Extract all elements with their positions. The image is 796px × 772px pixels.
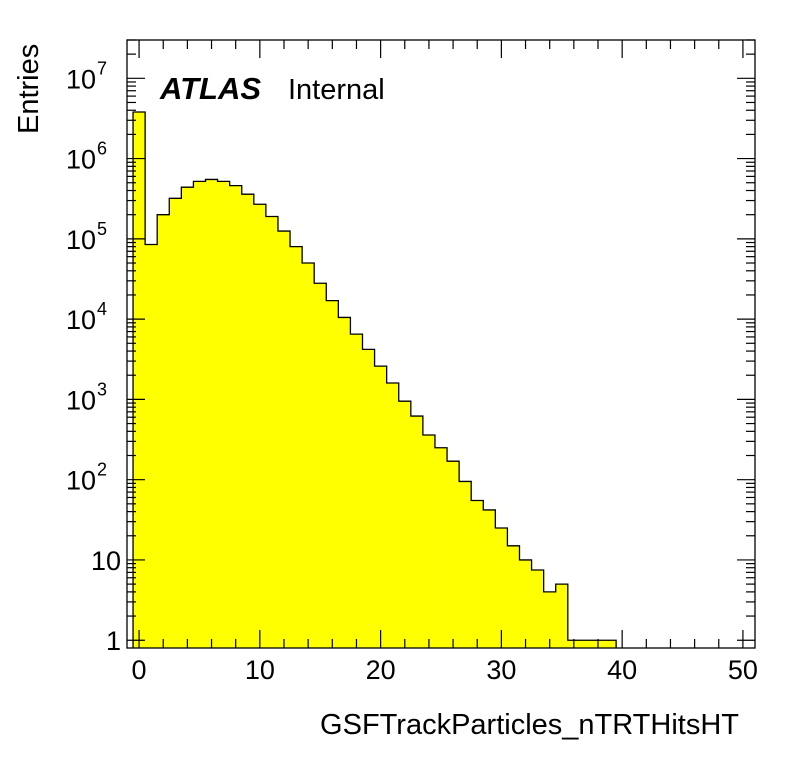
- histogram-bars: [133, 112, 617, 649]
- y-axis-ticks: [127, 39, 755, 641]
- histogram-bar: [265, 216, 279, 648]
- histogram-bar: [302, 263, 315, 648]
- histogram-bar: [386, 383, 400, 648]
- histogram-bar: [471, 500, 484, 648]
- histogram-bar: [495, 528, 508, 648]
- y-tick-label: 10: [66, 145, 96, 175]
- histogram-bar: [398, 401, 412, 648]
- histogram-bar: [193, 181, 206, 648]
- y-tick-label-exponent: 2: [97, 460, 107, 480]
- histogram-bar: [579, 640, 593, 648]
- histogram-bar: [362, 349, 375, 648]
- histogram-bar: [157, 214, 170, 648]
- histogram-bar: [229, 185, 243, 648]
- y-tick-label: 10: [66, 305, 96, 335]
- histogram-bar: [447, 461, 460, 648]
- histogram-bar: [290, 246, 303, 648]
- x-axis-ticks: [138, 40, 744, 648]
- histogram-bar: [133, 112, 146, 648]
- histogram-bar: [531, 569, 545, 648]
- x-tick-label: 0: [132, 655, 147, 685]
- internal-label: Internal: [288, 74, 385, 106]
- histogram-bar: [277, 231, 291, 648]
- histogram-bar: [410, 416, 424, 648]
- histogram-outline: [132, 111, 617, 648]
- atlas-label: ATLAS: [159, 71, 261, 106]
- y-tick-label-exponent: 7: [97, 58, 107, 78]
- y-tick-label-exponent: 5: [97, 219, 107, 239]
- histogram-bar: [169, 198, 182, 649]
- y-tick-label: 10: [91, 546, 121, 576]
- x-tick-label: 10: [245, 655, 275, 685]
- histogram-bar: [519, 559, 532, 648]
- y-tick-label-exponent: 4: [97, 299, 107, 319]
- x-tick-label: 50: [728, 655, 758, 685]
- histogram-bar: [459, 481, 472, 648]
- histogram-bar: [145, 244, 158, 648]
- x-tick-label: 40: [607, 655, 637, 685]
- y-tick-label: 10: [66, 466, 96, 496]
- y-tick-label-exponent: 3: [97, 379, 107, 399]
- histogram-bar: [217, 181, 231, 648]
- histogram-bar: [253, 204, 267, 648]
- histogram-bar: [241, 194, 255, 648]
- y-axis-label: Entries: [13, 44, 45, 134]
- histogram-bar: [374, 366, 388, 648]
- histogram-bar: [314, 283, 327, 648]
- histogram-bar: [181, 187, 194, 648]
- x-axis-label: GSFTrackParticles_nTRTHitsHT: [320, 709, 739, 741]
- histogram-bar: [483, 509, 496, 648]
- y-tick-label: 10: [66, 225, 96, 255]
- histogram-bar: [205, 179, 218, 649]
- y-tick-label: 1: [106, 626, 121, 656]
- histogram-bar: [604, 640, 617, 648]
- histogram-bar: [507, 545, 520, 648]
- histogram-bar: [555, 584, 569, 648]
- histogram-bar: [338, 317, 351, 648]
- histogram-bar: [422, 435, 436, 648]
- y-tick-label-exponent: 6: [97, 139, 107, 159]
- histogram-bar: [543, 591, 557, 648]
- x-axis-tick-labels: 0 10 20 30 40 50: [132, 655, 758, 685]
- y-tick-label: 10: [66, 64, 96, 94]
- x-tick-label: 30: [486, 655, 516, 685]
- histogram-bar: [350, 334, 363, 648]
- histogram-bar: [326, 300, 339, 648]
- x-tick-label: 20: [366, 655, 396, 685]
- histogram-bar: [434, 447, 448, 648]
- plot-frame: [126, 39, 756, 649]
- y-tick-label: 10: [66, 385, 96, 415]
